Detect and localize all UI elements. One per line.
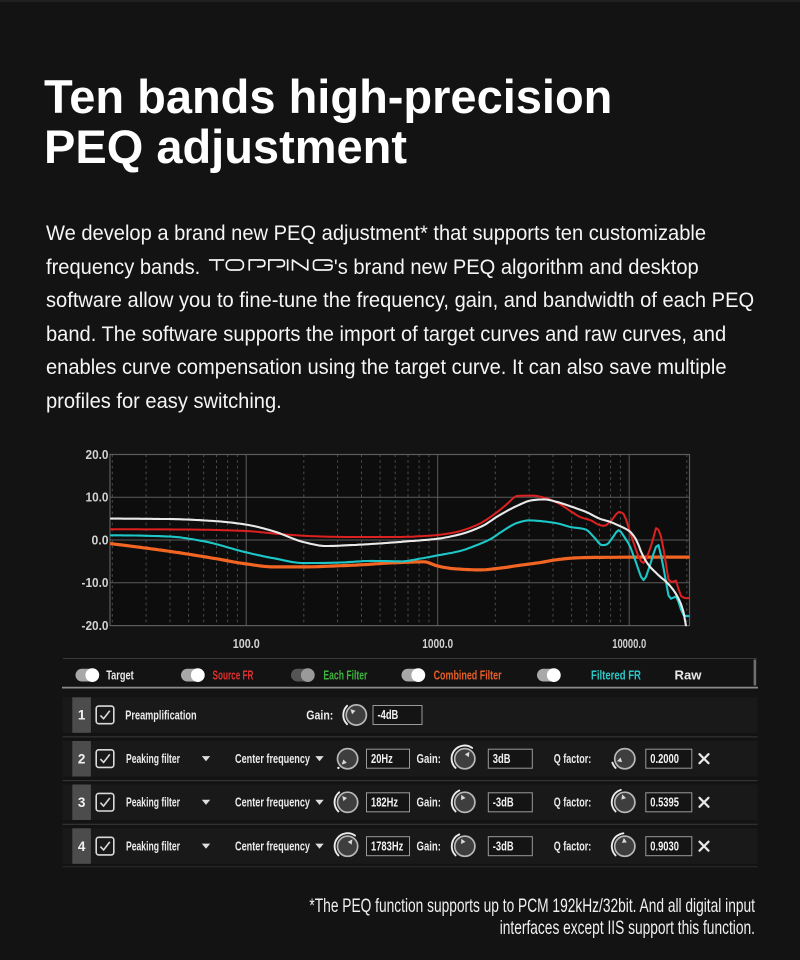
svg-text:0.9030: 0.9030 bbox=[650, 840, 679, 854]
svg-text:1000.0: 1000.0 bbox=[422, 638, 453, 651]
svg-text:Gain:: Gain: bbox=[417, 841, 441, 854]
svg-text:Gain:: Gain: bbox=[417, 753, 441, 766]
svg-text:182Hz: 182Hz bbox=[371, 796, 398, 810]
svg-text:-3dB: -3dB bbox=[493, 840, 514, 854]
svg-text:-10.0: -10.0 bbox=[82, 576, 109, 590]
svg-text:0.5395: 0.5395 bbox=[650, 796, 679, 810]
svg-text:4: 4 bbox=[78, 839, 86, 854]
svg-text:10.0: 10.0 bbox=[86, 490, 109, 504]
svg-text:-20.0: -20.0 bbox=[82, 619, 109, 633]
svg-text:Peaking filter: Peaking filter bbox=[126, 840, 181, 854]
svg-text:-3dB: -3dB bbox=[493, 796, 514, 810]
svg-text:1: 1 bbox=[78, 708, 86, 723]
svg-text:Each Filter: Each Filter bbox=[323, 669, 368, 683]
svg-text:20Hz: 20Hz bbox=[371, 753, 393, 767]
svg-text:Center frequency: Center frequency bbox=[235, 840, 311, 854]
svg-text:3: 3 bbox=[78, 795, 86, 810]
svg-text:100.0: 100.0 bbox=[233, 637, 260, 651]
svg-text:3dB: 3dB bbox=[493, 753, 511, 767]
svg-text:Combined Filter: Combined Filter bbox=[434, 669, 503, 683]
svg-text:Q factor:: Q factor: bbox=[554, 840, 591, 854]
svg-text:Source FR: Source FR bbox=[213, 669, 254, 683]
svg-text:Center frequency: Center frequency bbox=[235, 796, 311, 810]
svg-text:Gain:: Gain: bbox=[306, 710, 333, 723]
svg-text:Q factor:: Q factor: bbox=[554, 796, 591, 810]
svg-text:Target: Target bbox=[106, 669, 134, 683]
svg-text:-4dB: -4dB bbox=[378, 709, 399, 723]
svg-text:Preamplification: Preamplification bbox=[125, 709, 197, 723]
svg-text:0.2000: 0.2000 bbox=[650, 753, 679, 767]
svg-text:Gain:: Gain: bbox=[417, 797, 441, 810]
svg-text:Center frequency: Center frequency bbox=[235, 753, 311, 767]
svg-text:Q factor:: Q factor: bbox=[554, 753, 591, 767]
svg-text:Raw: Raw bbox=[675, 668, 702, 683]
svg-text:0.0: 0.0 bbox=[92, 533, 109, 547]
svg-text:Peaking filter: Peaking filter bbox=[126, 796, 181, 810]
svg-text:Filtered FR: Filtered FR bbox=[591, 669, 641, 682]
svg-text:10000.0: 10000.0 bbox=[612, 638, 646, 652]
svg-text:Peaking filter: Peaking filter bbox=[126, 753, 181, 767]
svg-text:1783Hz: 1783Hz bbox=[371, 840, 404, 854]
svg-text:2: 2 bbox=[78, 751, 86, 766]
svg-text:20.0: 20.0 bbox=[86, 448, 109, 462]
